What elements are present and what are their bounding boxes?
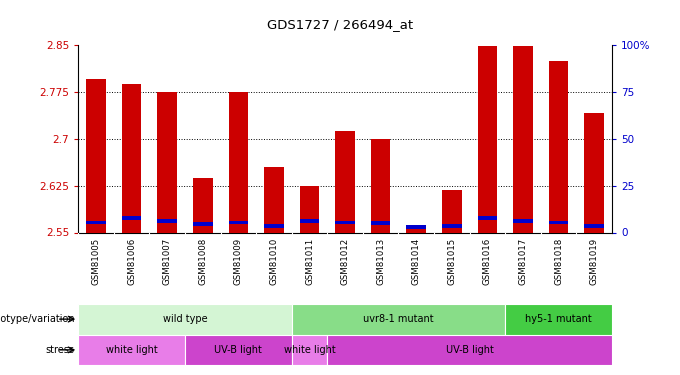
Bar <box>371 139 390 232</box>
Bar <box>78 334 185 365</box>
Bar <box>185 334 292 365</box>
Bar <box>78 304 292 334</box>
Text: white light: white light <box>105 345 158 355</box>
Text: white light: white light <box>284 345 335 355</box>
Bar <box>228 92 248 232</box>
Bar <box>157 219 177 223</box>
Bar <box>477 46 497 232</box>
Bar <box>86 220 106 224</box>
Text: GSM81005: GSM81005 <box>92 238 101 285</box>
Bar <box>86 80 106 232</box>
Text: GSM81016: GSM81016 <box>483 238 492 285</box>
Text: GSM81011: GSM81011 <box>305 238 314 285</box>
Text: wild type: wild type <box>163 314 207 324</box>
Bar <box>371 221 390 225</box>
Bar <box>264 224 284 228</box>
Text: GSM81019: GSM81019 <box>590 238 598 285</box>
Bar <box>584 224 604 228</box>
Bar <box>513 219 533 223</box>
Text: GSM81018: GSM81018 <box>554 238 563 285</box>
Text: GSM81017: GSM81017 <box>519 238 528 285</box>
Bar <box>157 92 177 232</box>
Bar <box>513 46 533 232</box>
Bar <box>292 334 327 365</box>
Text: GSM81007: GSM81007 <box>163 238 171 285</box>
Bar <box>407 225 426 229</box>
Bar <box>584 112 604 232</box>
Bar <box>292 304 505 334</box>
Bar <box>327 334 612 365</box>
Text: hy5-1 mutant: hy5-1 mutant <box>525 314 592 324</box>
Bar <box>477 216 497 220</box>
Bar <box>549 220 568 224</box>
Text: GSM81015: GSM81015 <box>447 238 456 285</box>
Text: GDS1727 / 266494_at: GDS1727 / 266494_at <box>267 18 413 31</box>
Text: GSM81012: GSM81012 <box>341 238 350 285</box>
Text: GSM81006: GSM81006 <box>127 238 136 285</box>
Bar <box>442 190 462 232</box>
Text: uvr8-1 mutant: uvr8-1 mutant <box>363 314 434 324</box>
Bar <box>335 220 355 224</box>
Bar <box>122 216 141 220</box>
Bar <box>228 220 248 224</box>
Bar <box>300 186 320 232</box>
Bar <box>335 131 355 232</box>
Text: GSM81010: GSM81010 <box>269 238 278 285</box>
Text: GSM81013: GSM81013 <box>376 238 385 285</box>
Text: UV-B light: UV-B light <box>214 345 262 355</box>
Bar <box>300 219 320 223</box>
Text: stress: stress <box>46 345 75 355</box>
Text: GSM81008: GSM81008 <box>199 238 207 285</box>
Bar <box>505 304 612 334</box>
Bar <box>122 84 141 232</box>
Text: UV-B light: UV-B light <box>445 345 494 355</box>
Bar <box>193 222 213 226</box>
Bar <box>193 177 213 232</box>
Bar <box>264 167 284 232</box>
Text: GSM81014: GSM81014 <box>412 238 421 285</box>
Bar <box>407 228 426 232</box>
Bar <box>549 61 568 232</box>
Bar <box>442 224 462 228</box>
Text: GSM81009: GSM81009 <box>234 238 243 285</box>
Text: genotype/variation: genotype/variation <box>0 314 75 324</box>
